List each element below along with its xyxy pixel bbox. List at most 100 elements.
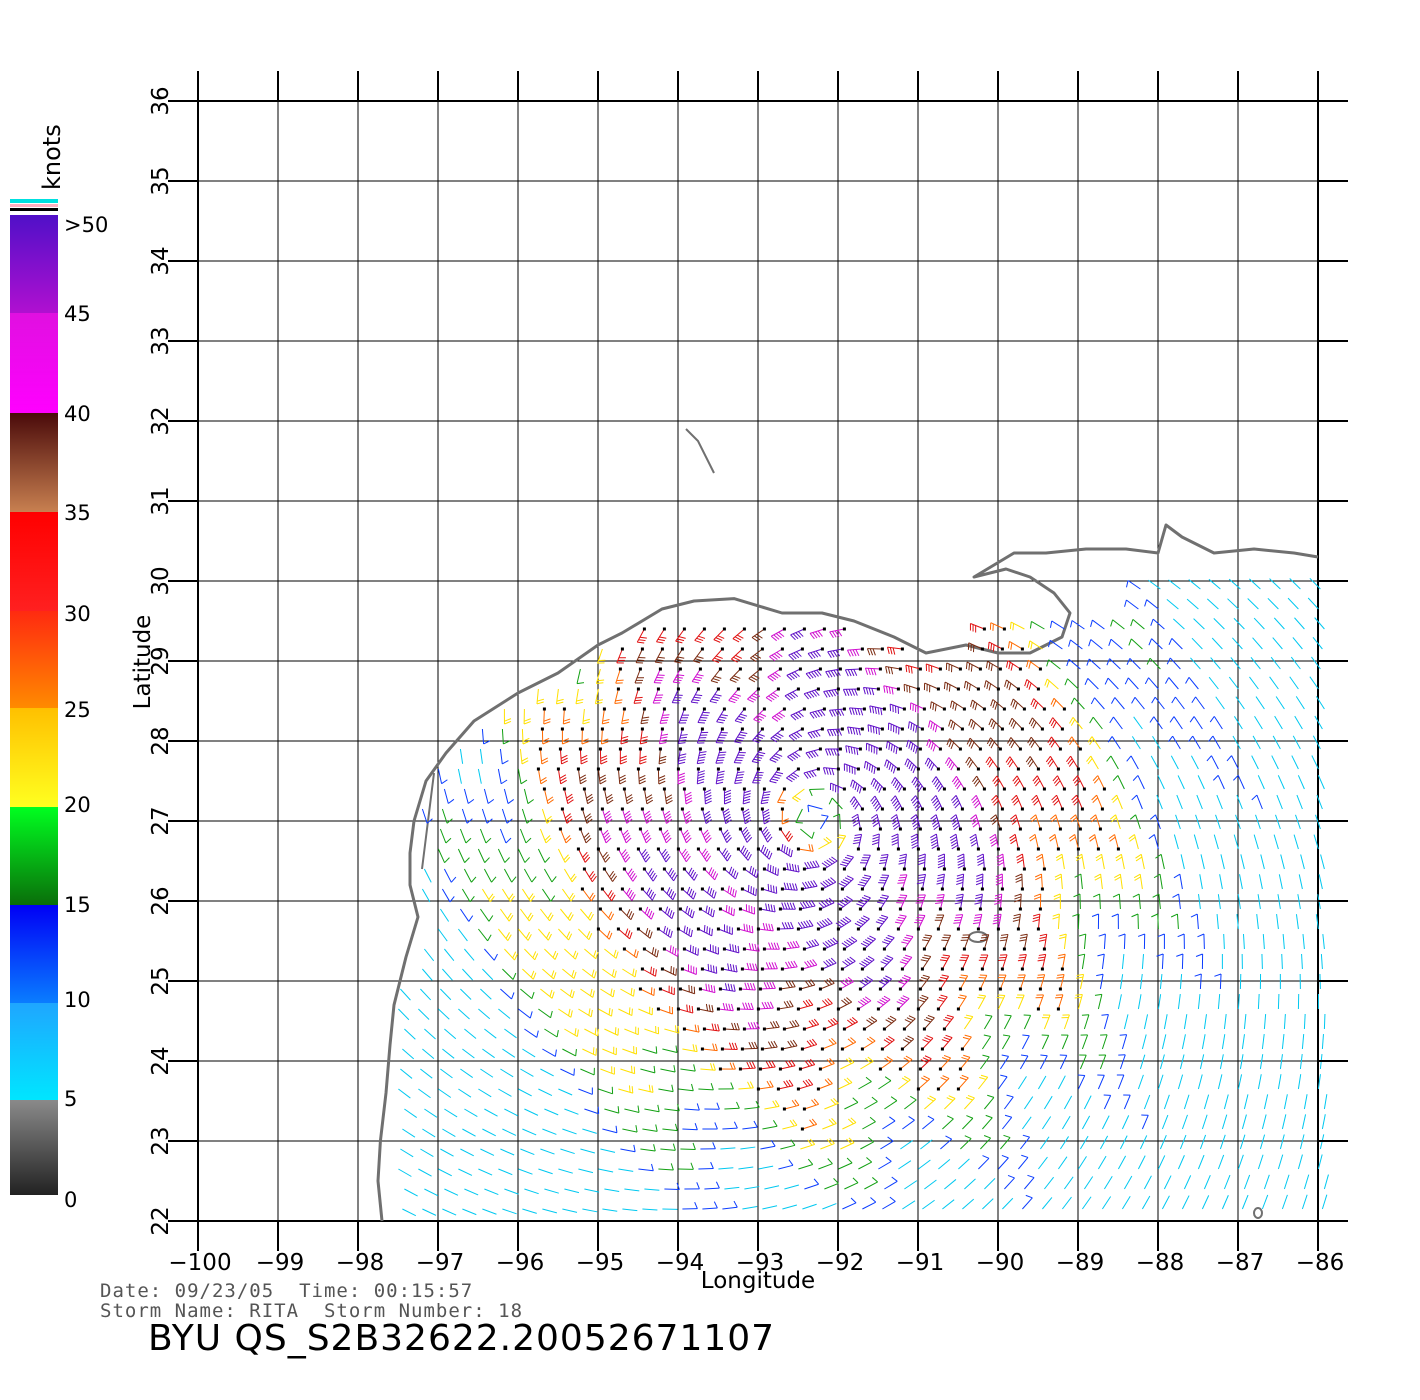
wind-barb [1302, 934, 1305, 950]
wind-barb [578, 1087, 593, 1095]
wind-barb [951, 775, 966, 791]
wind-barb [1041, 1034, 1050, 1050]
wind-barb [601, 707, 610, 725]
wind-barb [782, 862, 800, 873]
colorbar-label: >50 [64, 213, 108, 237]
wind-barb [503, 868, 517, 883]
wind-barb [924, 1095, 937, 1110]
wind-barb [1131, 913, 1139, 930]
wind-barb [697, 707, 710, 724]
wind-barb [618, 907, 635, 921]
wind-barb [694, 627, 706, 644]
wind-barb [441, 888, 455, 903]
wind-barb [523, 868, 537, 883]
wind-barb [560, 908, 574, 921]
wind-barb [463, 868, 477, 883]
wind-barb [1272, 637, 1283, 650]
wind-barb [1217, 994, 1221, 1010]
wind-barb [982, 1114, 993, 1130]
wind-barb [504, 1188, 519, 1195]
wind-barb [702, 1201, 718, 1210]
wind-barb [503, 708, 512, 725]
wind-barb [949, 700, 966, 711]
wind-barb [1216, 794, 1223, 810]
wind-barb [501, 728, 510, 745]
wind-barb [481, 888, 495, 903]
wind-barb [862, 1197, 877, 1210]
wind-barb [910, 795, 924, 812]
wind-barb [459, 908, 474, 922]
wind-barb [856, 894, 871, 911]
wind-barb [1039, 1136, 1050, 1150]
wind-barb [1056, 973, 1065, 991]
wind-barb [1025, 756, 1040, 771]
wind-barb [760, 1140, 776, 1150]
wind-barb [636, 767, 646, 785]
wind-barb [501, 808, 513, 824]
wind-barb [562, 787, 574, 805]
wind-barb [484, 1028, 497, 1039]
latitude-tick-label: 27 [148, 806, 174, 835]
wind-barb [659, 707, 670, 724]
wind-barb [910, 814, 922, 831]
wind-barb [760, 1040, 778, 1051]
wind-barb [1041, 1116, 1052, 1130]
wind-barb [876, 995, 891, 1011]
wind-barb [636, 847, 651, 863]
wind-barb [1037, 953, 1047, 971]
wind-barb [1197, 1074, 1203, 1090]
colorbar-swatch [10, 708, 58, 807]
wind-barb [843, 763, 860, 775]
wind-barb [1106, 755, 1119, 770]
coastline [376, 428, 1319, 1222]
wind-barb [522, 968, 537, 980]
wind-barb [1220, 854, 1225, 870]
wind-barb [747, 687, 761, 703]
wind-barb [903, 683, 920, 694]
wind-barb [1322, 934, 1325, 950]
wind-barb [996, 853, 1006, 871]
wind-barb [778, 827, 794, 842]
wind-barb [1073, 893, 1081, 910]
longitude-tick-label: −93 [736, 1250, 785, 1276]
wind-barb [578, 1008, 593, 1018]
wind-barb [907, 721, 924, 733]
wind-barb [1131, 736, 1141, 750]
wind-barb [598, 747, 608, 765]
wind-barb [584, 1188, 600, 1193]
wind-barb [620, 887, 636, 901]
wind-barb [542, 968, 557, 980]
wind-barb [1261, 1194, 1269, 1210]
wind-barb [1079, 1054, 1087, 1070]
wind-barb [1118, 1054, 1126, 1070]
wind-barb [640, 966, 657, 977]
wind-barb [461, 888, 475, 903]
wind-barb [400, 988, 411, 1001]
wind-barb [1190, 657, 1201, 670]
wind-barb [558, 827, 572, 844]
wind-barb [984, 1094, 995, 1110]
wind-barb [742, 943, 760, 952]
wind-barb [538, 1088, 553, 1096]
wind-barb [771, 707, 786, 722]
wind-barb [944, 1095, 956, 1110]
wind-barb [600, 988, 615, 998]
wind-barb [1173, 873, 1183, 890]
wind-barb [762, 1120, 778, 1130]
wind-barb [1256, 914, 1259, 930]
wind-barb [778, 902, 796, 911]
wind-barb [575, 688, 584, 705]
wind-barb [638, 747, 647, 765]
wind-barb [865, 742, 882, 755]
wind-barb [1149, 814, 1161, 830]
axis-ticks [168, 71, 1348, 1251]
wind-barb [842, 1016, 858, 1031]
wind-barb [760, 883, 778, 894]
wind-barb [478, 1168, 493, 1176]
wind-barb [560, 807, 573, 824]
wind-barb [902, 1015, 916, 1031]
wind-barb [1239, 1134, 1246, 1150]
wind-barb [564, 1188, 580, 1194]
wind-barb [662, 1045, 678, 1054]
wind-barb [1084, 678, 1099, 690]
